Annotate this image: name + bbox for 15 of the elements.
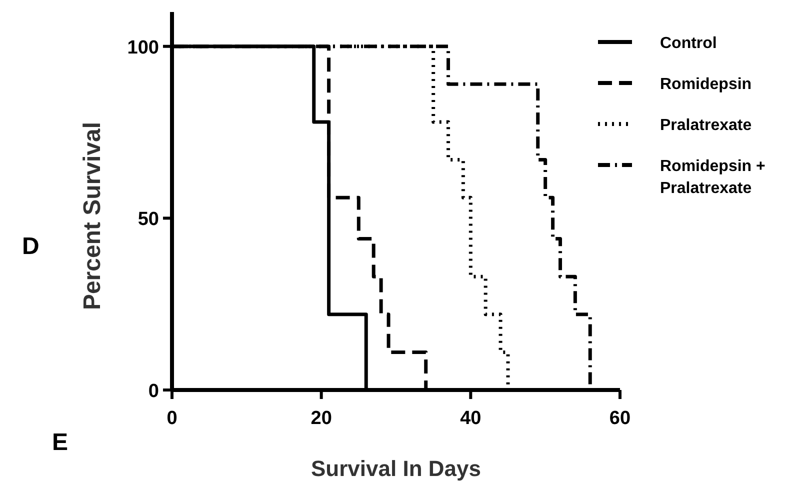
x-tick-label: 60 [609,408,631,429]
y-tick-label: 100 [127,37,159,58]
x-tick-label: 0 [166,408,178,429]
y-tick-label: 0 [148,381,159,402]
text: D [22,233,40,260]
x-tick-label: 20 [310,408,332,429]
y-axis-title: Percent Survival [79,122,106,310]
text: E [52,429,68,456]
y-tick-label: 50 [138,209,159,230]
legend-label: Control [660,35,717,52]
x-tick-label: 40 [460,408,482,429]
legend-label: Romidepsin [660,76,752,93]
legend-label: Romidepsin + Pralatrexate [660,158,766,197]
x-axis-title: Survival In Days [311,456,481,481]
legend-label: Pralatrexate [660,117,752,134]
